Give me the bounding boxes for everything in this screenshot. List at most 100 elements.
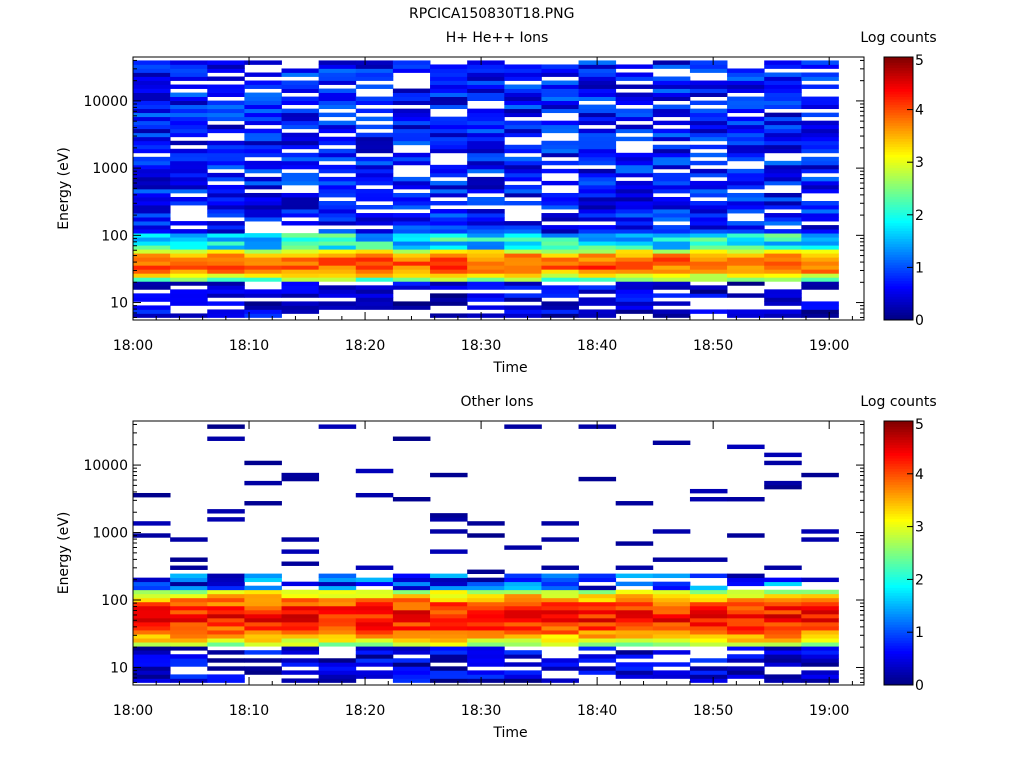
heatmap-cell (801, 184, 839, 190)
heatmap-cell (318, 128, 357, 134)
heatmap-cell (541, 289, 579, 294)
heatmap-cell (392, 217, 431, 222)
heatmap-cell (170, 301, 208, 306)
heatmap-cell (244, 84, 282, 89)
heatmap-cell (430, 609, 468, 615)
colorbar-segment (884, 487, 913, 491)
heatmap-cell (541, 305, 579, 310)
heatmap-cell (244, 116, 282, 122)
heatmap-cell (244, 112, 282, 118)
heatmap-cell (578, 188, 617, 194)
heatmap-cell (133, 100, 171, 106)
heatmap-cell (615, 593, 654, 599)
heatmap-cell (764, 213, 802, 218)
heatmap-cell (801, 180, 839, 186)
heatmap-cell (244, 601, 282, 607)
colorbar-segment (884, 558, 913, 562)
heatmap-cell (244, 577, 282, 583)
heatmap-cell (244, 108, 282, 114)
heatmap-cell (318, 261, 357, 266)
heatmap-cell (355, 658, 394, 663)
heatmap-cell (727, 237, 765, 242)
heatmap-cell (207, 205, 245, 210)
heatmap-cell (541, 309, 579, 314)
heatmap-cell (764, 148, 802, 154)
heatmap-cell (504, 229, 542, 234)
colorbar-segment (884, 513, 913, 517)
heatmap-cell (430, 650, 468, 655)
heatmap-cell (652, 64, 691, 69)
heatmap-cell (578, 273, 617, 278)
heatmap-cell (801, 597, 839, 603)
heatmap-cell (727, 132, 765, 138)
heatmap-cell (318, 638, 357, 643)
heatmap-cell (764, 88, 802, 93)
heatmap-cell (727, 249, 765, 254)
heatmap-cell (541, 148, 579, 154)
heatmap-cell (504, 305, 542, 310)
heatmap-cell (764, 642, 802, 647)
heatmap-cell (541, 128, 579, 134)
heatmap-cell (652, 638, 691, 643)
heatmap-cell (689, 253, 728, 258)
heatmap-cell (764, 241, 802, 246)
heatmap-cell (133, 577, 171, 583)
heatmap-cell (355, 617, 394, 623)
heatmap-cell (355, 64, 394, 69)
colorbar-segment (884, 450, 913, 454)
heatmap-cell (281, 642, 320, 647)
heatmap-cell (615, 233, 654, 238)
heatmap-cell (133, 630, 171, 635)
heatmap-cell (244, 305, 282, 310)
heatmap-cell (170, 120, 208, 126)
y-tick-label: 10000 (83, 94, 128, 110)
heatmap-cell (504, 96, 542, 101)
heatmap-cell (615, 609, 654, 615)
heatmap-cell (207, 674, 245, 679)
heatmap-cell (727, 293, 765, 298)
heatmap-cell (170, 116, 208, 122)
heatmap-cell (801, 305, 839, 310)
heatmap-cell (615, 273, 654, 278)
heatmap-cell (541, 678, 579, 683)
heatmap-cell (318, 621, 357, 627)
heatmap-cell (801, 124, 839, 130)
heatmap-cell (244, 168, 282, 174)
heatmap-cell (541, 225, 579, 230)
heatmap-cell (578, 609, 617, 615)
heatmap-cell (727, 148, 765, 154)
heatmap-cell (467, 674, 505, 679)
heatmap-cell (689, 289, 728, 294)
heatmap-cell (170, 597, 208, 603)
heatmap-cell (244, 233, 282, 238)
heatmap-cell (541, 140, 579, 146)
heatmap-cell (764, 313, 802, 318)
heatmap-cell (689, 152, 728, 158)
heatmap-cell (392, 237, 431, 242)
heatmap-cell (541, 277, 579, 282)
colorbar-segment (884, 112, 913, 116)
heatmap-cell (318, 609, 357, 615)
heatmap-cell (430, 313, 468, 318)
heatmap-cell (727, 634, 765, 639)
heatmap-cell (504, 156, 542, 162)
colorbar-segment (884, 156, 913, 161)
heatmap-cell (170, 289, 208, 294)
heatmap-cell (652, 209, 691, 214)
heatmap-cell (652, 440, 691, 446)
heatmap-cell (689, 64, 728, 69)
colorbar-segment (884, 600, 913, 604)
heatmap-cell (207, 634, 245, 639)
heatmap-cell (467, 305, 505, 310)
heatmap-cell (801, 64, 839, 69)
heatmap-cell (541, 180, 579, 186)
heatmap-cell (764, 617, 802, 623)
heatmap-cell (689, 293, 728, 298)
heatmap-cell (764, 120, 802, 126)
heatmap-cell (467, 88, 505, 93)
heatmap-cell (689, 188, 728, 194)
heatmap-cell (689, 172, 728, 178)
heatmap-cell (652, 60, 691, 65)
heatmap-cell (578, 573, 617, 579)
heatmap-cell (244, 617, 282, 623)
